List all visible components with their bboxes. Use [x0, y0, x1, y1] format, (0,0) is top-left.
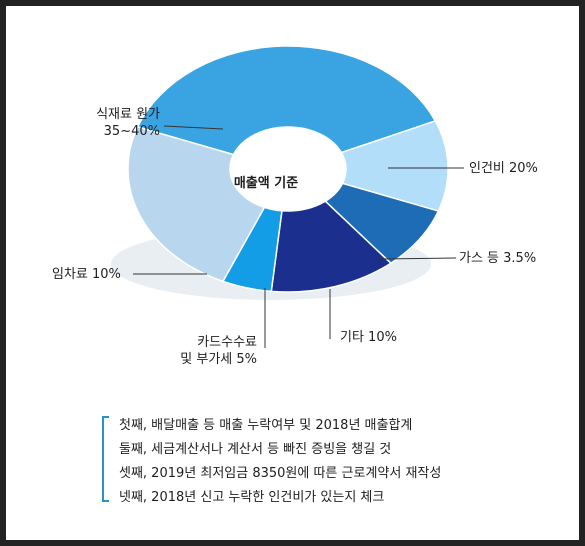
slice-label-other: 기타 10% [340, 329, 397, 346]
slice-label-labor-line1: 인건비 20% [469, 161, 538, 176]
slice-label-rent-line1: 임차료 10% [52, 267, 121, 282]
slice-label-card: 카드수수료 및 부가세 5% [162, 334, 257, 368]
leader-line-gas [377, 257, 457, 260]
slice-label-gas-line1: 가스 등 3.5% [459, 251, 537, 266]
donut-chart [111, 45, 464, 348]
leader-line-food [163, 125, 224, 130]
slice-label-food: 식재료 원가 35~40% [68, 106, 160, 140]
checklist-notes: 첫째, 배달매출 등 매출 누락여부 및 2018년 매출합계 둘째, 세금계산… [102, 414, 532, 506]
slice-label-food-line2: 35~40% [103, 124, 160, 139]
slice-label-card-line1: 카드수수료 [197, 335, 257, 350]
slice-label-rent: 임차료 10% [52, 266, 121, 283]
note-line-2: 둘째, 세금계산서나 계산서 등 빠진 증빙을 챙길 것 [119, 442, 392, 457]
slice-label-gas: 가스 등 3.5% [459, 250, 536, 267]
slice-label-card-line2: 및 부가세 5% [180, 352, 257, 367]
slice-label-other-line1: 기타 10% [340, 330, 397, 345]
note-line-3: 셋째, 2019년 최저임금 8350원에 따른 근로계약서 재작성 [119, 466, 442, 481]
notes-bracket [102, 416, 109, 502]
donut-hole [230, 127, 346, 211]
infographic-frame: 매출액 기준 식재료 원가 35~40% 인건비 20% 가스 등 3.5% 기… [6, 6, 579, 540]
note-line-1: 첫째, 배달매출 등 매출 누락여부 및 2018년 매출합계 [119, 418, 413, 433]
chart-center-label: 매출액 기준 [233, 176, 299, 191]
slice-label-food-line1: 식재료 원가 [96, 107, 160, 122]
slice-label-labor: 인건비 20% [469, 160, 538, 177]
note-line-4: 넷째, 2018년 신고 누락한 인건비가 있는지 체크 [119, 490, 385, 505]
